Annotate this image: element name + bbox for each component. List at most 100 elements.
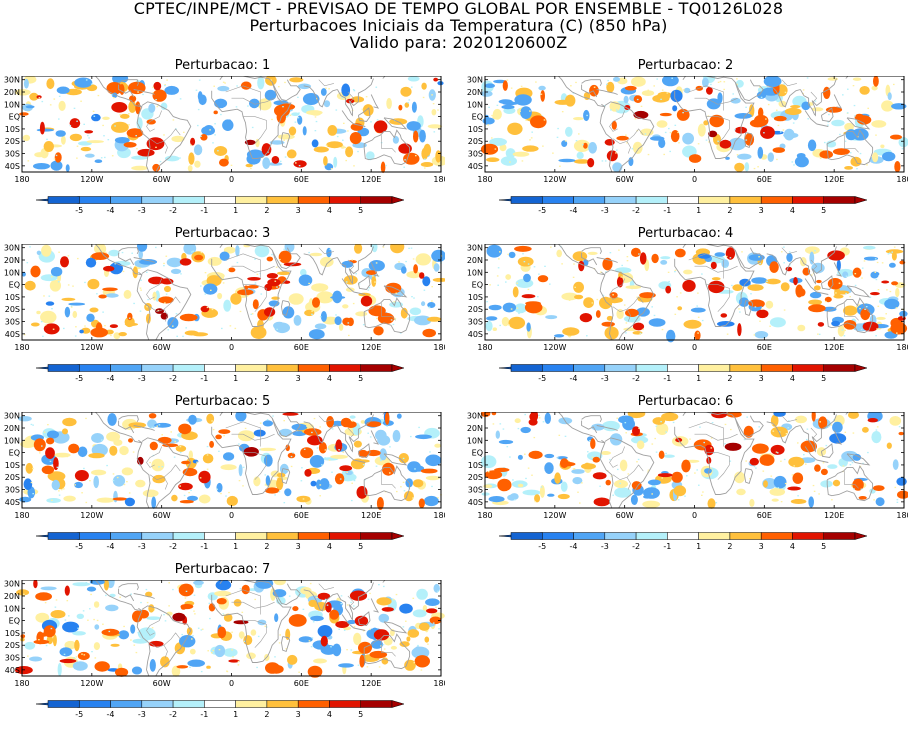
perturbation-speckle	[894, 486, 897, 489]
perturbation-blob	[769, 487, 786, 496]
colorbar-segment	[542, 196, 574, 204]
perturbation-speckle	[726, 333, 729, 335]
colorbar-segment	[542, 364, 574, 372]
perturbation-blob	[171, 494, 178, 502]
perturbation-speckle	[172, 325, 174, 327]
perturbation-speckle	[378, 584, 380, 586]
perturbation-blob	[263, 454, 273, 467]
colorbar-segment	[823, 532, 856, 540]
perturbation-speckle	[103, 135, 105, 137]
perturbation-speckle	[92, 110, 95, 112]
perturbation-blob	[25, 462, 33, 474]
perturbation-speckle	[424, 167, 426, 169]
lon-label: 180	[896, 343, 908, 352]
perturbation-speckle	[886, 289, 888, 291]
perturbation-speckle	[710, 447, 713, 449]
perturbation-speckle	[538, 417, 541, 419]
perturbation-speckle	[669, 150, 671, 153]
colorbar-tick-label: 5	[358, 710, 363, 719]
coastline	[599, 437, 655, 509]
panel-2: Perturbacao: 2 30N 20N 10N EQ 10S 20S 30S 40S 18…	[463, 58, 908, 228]
perturbation-blob	[310, 480, 317, 487]
perturbation-speckle	[85, 417, 87, 420]
perturbation-blob	[54, 152, 62, 163]
coastline	[370, 94, 380, 109]
perturbation-speckle	[398, 261, 400, 263]
perturbation-speckle	[282, 106, 284, 108]
perturbation-speckle	[209, 617, 211, 620]
colorbar-tick-label: 4	[327, 206, 332, 215]
perturbation-blob	[288, 293, 304, 305]
perturbation-speckle	[674, 271, 676, 273]
perturbation-speckle	[51, 499, 53, 501]
perturbation-speckle	[778, 431, 781, 433]
perturbation-speckle	[822, 462, 825, 464]
perturbation-speckle	[817, 333, 819, 335]
perturbation-speckle	[230, 164, 233, 166]
perturbation-blob	[832, 421, 843, 433]
perturbation-blob	[480, 90, 493, 97]
perturbation-speckle	[341, 97, 344, 99]
perturbation-blob	[899, 310, 908, 317]
perturbation-speckle	[755, 467, 757, 469]
perturbation-blob	[485, 320, 493, 332]
colorbar-tick-label: -4	[107, 710, 115, 719]
perturbation-speckle	[88, 137, 90, 139]
perturbation-speckle	[770, 475, 773, 477]
perturbation-blob	[118, 332, 127, 337]
colorbar-tick-label: 3	[296, 710, 301, 719]
perturbation-blob	[571, 469, 585, 474]
perturbation-speckle	[601, 160, 604, 162]
perturbation-blob	[63, 495, 76, 502]
lat-label: 40S	[5, 330, 20, 339]
perturbation-speckle	[435, 606, 437, 608]
perturbation-speckle	[862, 462, 864, 465]
colorbar-segment	[266, 196, 299, 204]
perturbation-speckle	[190, 144, 192, 146]
perturbation-blob	[289, 77, 304, 83]
coastline	[734, 79, 764, 102]
colorbar-segment	[141, 364, 174, 372]
panel-title: Perturbacao: 2	[637, 58, 734, 73]
perturbation-blob	[583, 109, 590, 122]
perturbation-speckle	[403, 166, 405, 168]
perturbation-speckle	[254, 598, 256, 601]
perturbation-speckle	[339, 478, 342, 480]
colorbar-tick-label: -2	[632, 542, 640, 551]
perturbation-blob	[814, 464, 821, 472]
perturbation-blob	[35, 612, 50, 623]
coastline	[94, 244, 142, 276]
perturbation-blob	[209, 440, 215, 448]
perturbation-speckle	[272, 415, 274, 417]
coastline	[357, 611, 371, 626]
perturbation-speckle	[193, 594, 196, 596]
perturbation-speckle	[746, 416, 748, 418]
perturbation-speckle	[351, 482, 353, 484]
perturbation-blob	[72, 310, 78, 319]
perturbation-speckle	[284, 156, 287, 158]
perturbation-speckle	[639, 332, 642, 334]
perturbation-blob	[246, 149, 264, 160]
perturbation-speckle	[842, 94, 844, 96]
perturbation-blob	[897, 316, 906, 321]
coastline	[816, 123, 829, 127]
coastline	[303, 85, 338, 108]
perturbation-speckle	[361, 108, 364, 110]
perturbation-speckle	[345, 159, 347, 162]
perturbation-speckle	[259, 449, 261, 451]
perturbation-speckle	[370, 121, 372, 123]
perturbation-blob	[249, 98, 260, 109]
colorbar-segment	[235, 532, 268, 540]
perturbation-speckle	[665, 431, 667, 433]
colorbar-tick-label: 2	[727, 542, 732, 551]
perturbation-blob	[481, 492, 490, 496]
perturbation-blob	[35, 592, 52, 601]
country-border	[146, 446, 162, 468]
perturbation-speckle	[324, 598, 327, 601]
coastline	[383, 621, 408, 634]
perturbation-blob	[772, 147, 785, 153]
perturbation-blob	[198, 494, 211, 504]
perturbation-blob	[827, 77, 839, 81]
perturbation-speckle	[395, 593, 398, 596]
coastline	[596, 257, 618, 263]
